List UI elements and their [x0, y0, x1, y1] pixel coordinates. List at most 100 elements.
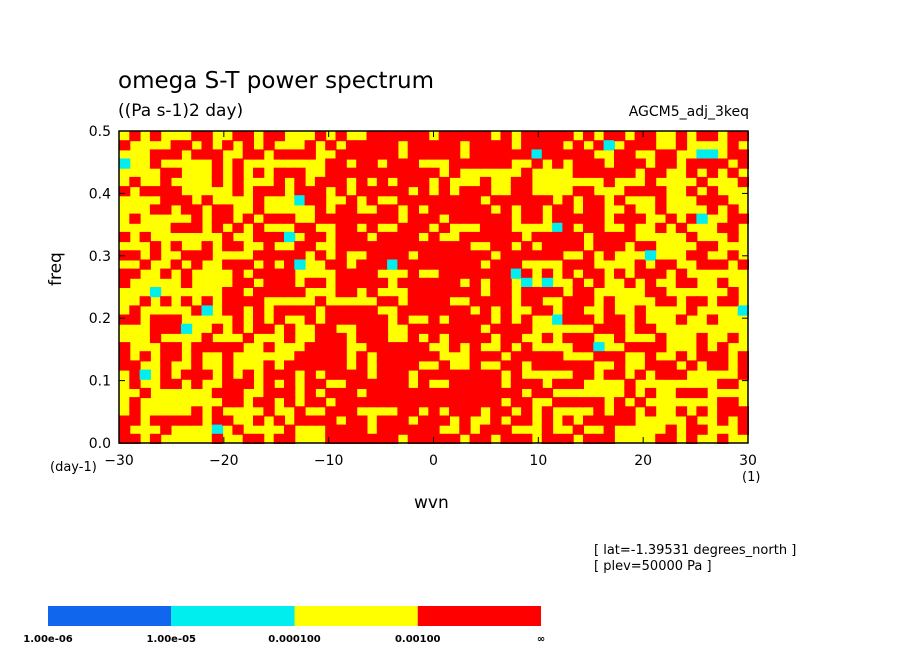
heatmap-cell [531, 140, 543, 151]
heatmap-cell [479, 397, 492, 408]
heatmap-cell [366, 241, 378, 252]
heatmap-cell [583, 332, 595, 344]
heatmap-cell [727, 397, 739, 408]
heatmap-cell [201, 332, 213, 344]
heatmap-cell [593, 397, 605, 408]
heatmap-cell [407, 406, 419, 417]
heatmap-cell [232, 387, 244, 399]
heatmap-cell [614, 415, 626, 426]
heatmap-cell [325, 433, 337, 444]
heatmap-cell [418, 287, 430, 298]
heatmap-cell [428, 231, 440, 243]
heatmap-cell [634, 397, 646, 408]
heatmap-cell [644, 287, 657, 298]
heatmap-cell [222, 305, 234, 316]
heatmap-cell [428, 424, 440, 435]
heatmap-cell [541, 140, 554, 151]
heatmap-cell [552, 351, 564, 362]
heatmap-cell [397, 231, 409, 243]
heatmap-cell [521, 351, 533, 362]
heatmap-cell [706, 186, 719, 197]
heatmap-cell [603, 351, 615, 362]
heatmap-cell [644, 250, 657, 261]
heatmap-cell [160, 268, 172, 279]
heatmap-cell [531, 305, 543, 316]
heatmap-cell [376, 140, 389, 151]
heatmap-cell [345, 287, 358, 298]
heatmap-cell [242, 277, 254, 288]
heatmap-cell [170, 342, 182, 353]
heatmap-cell [572, 213, 584, 224]
heatmap-cell [222, 259, 234, 270]
heatmap-cell [160, 296, 172, 307]
heatmap-cell [222, 360, 234, 371]
heatmap-cell [387, 250, 399, 261]
heatmap-cell [438, 222, 450, 233]
heatmap-cell [407, 360, 419, 371]
heatmap-cell [655, 195, 667, 206]
heatmap-cell [418, 378, 430, 389]
heatmap-cell [727, 332, 739, 344]
heatmap-cell [737, 369, 749, 380]
heatmap-cell [479, 222, 492, 233]
heatmap-cell [593, 415, 605, 426]
heatmap-cell [387, 387, 399, 399]
heatmap-cell [727, 250, 739, 261]
heatmap-cell [335, 342, 347, 353]
heatmap-cell [438, 268, 450, 279]
heatmap-cell [717, 406, 729, 417]
heatmap-cell [603, 369, 615, 380]
heatmap-cell [614, 167, 626, 178]
heatmap-cell [428, 167, 440, 178]
heatmap-cell [500, 149, 512, 160]
heatmap-cell [521, 140, 533, 151]
heatmap-cell [201, 305, 213, 316]
heatmap-cell [737, 131, 749, 142]
heatmap-cell [335, 387, 347, 399]
heatmap-cell [593, 241, 605, 252]
heatmap-cell [479, 296, 492, 307]
heatmap-cell [263, 250, 275, 261]
heatmap-cell [675, 222, 688, 233]
heatmap-cell [644, 140, 657, 151]
heatmap-cell [387, 131, 399, 142]
heatmap-cell [335, 314, 347, 325]
heatmap-cell [593, 351, 605, 362]
heatmap-cell [459, 305, 471, 316]
heatmap-cell [490, 323, 502, 334]
heatmap-cell [469, 131, 481, 142]
heatmap-cell [407, 332, 419, 344]
heatmap-cell [160, 415, 172, 426]
heatmap-cell [119, 140, 131, 151]
heatmap-cell [479, 351, 492, 362]
heatmap-cell [562, 213, 574, 224]
heatmap-cell [469, 287, 481, 298]
heatmap-cell [232, 296, 244, 307]
heatmap-cell [129, 369, 141, 380]
heatmap-cell [397, 314, 409, 325]
heatmap-cell [211, 342, 224, 353]
heatmap-cell [624, 158, 636, 169]
heatmap-cell [356, 415, 368, 426]
heatmap-cell [356, 332, 368, 344]
heatmap-cell [500, 323, 512, 334]
heatmap-cell [459, 158, 471, 169]
heatmap-cell [531, 287, 543, 298]
heatmap-cell [634, 213, 646, 224]
heatmap-cell [552, 250, 564, 261]
heatmap-cell [191, 342, 203, 353]
heatmap-cell [490, 259, 502, 270]
x-tick-label: −20 [209, 453, 239, 469]
heatmap-cell [438, 277, 450, 288]
heatmap-cell [469, 378, 481, 389]
heatmap-cell [345, 149, 358, 160]
heatmap-cell [201, 369, 213, 380]
heatmap-cell [335, 433, 347, 444]
heatmap-cell [314, 378, 327, 389]
heatmap-cell [345, 314, 358, 325]
heatmap-cell [655, 287, 667, 298]
heatmap-cell [686, 186, 698, 197]
heatmap-cell [469, 231, 481, 243]
heatmap-cell [449, 287, 461, 298]
heatmap-cell [459, 241, 471, 252]
